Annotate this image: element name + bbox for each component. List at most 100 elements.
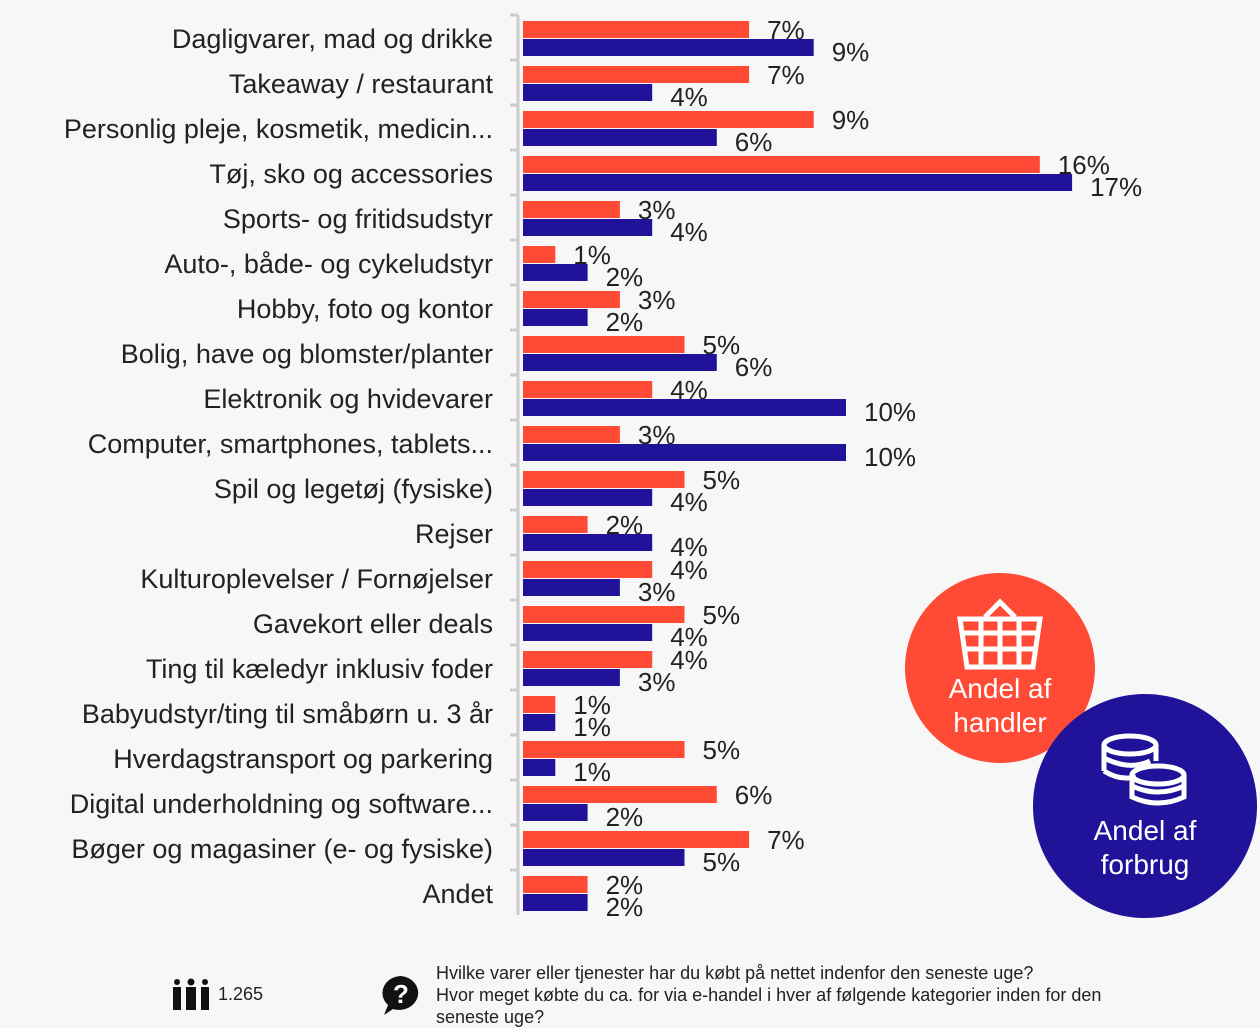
- bar-forbrug: [523, 759, 556, 776]
- category-label: Gavekort eller deals: [253, 609, 493, 639]
- bar-handler: [523, 381, 653, 398]
- category-label: Computer, smartphones, tablets...: [88, 429, 493, 459]
- value-label-forbrug: 4%: [670, 217, 708, 247]
- bar-handler: [523, 291, 620, 308]
- category-label: Hobby, foto og kontor: [237, 294, 493, 324]
- value-label-handler: 7%: [767, 60, 805, 90]
- value-label-forbrug: 3%: [638, 577, 676, 607]
- bar-forbrug: [523, 579, 620, 596]
- bar-handler: [523, 831, 750, 848]
- bar-forbrug: [523, 534, 653, 551]
- value-label-handler: 6%: [735, 780, 773, 810]
- svg-text:?: ?: [393, 979, 409, 1009]
- category-label: Elektronik og hvidevarer: [203, 384, 493, 414]
- value-label-handler: 3%: [638, 285, 676, 315]
- category-label: Hverdagstransport og parkering: [113, 744, 493, 774]
- value-label-forbrug: 10%: [864, 397, 916, 427]
- bar-handler: [523, 606, 685, 623]
- bar-handler: [523, 246, 556, 263]
- people-icon: [173, 978, 209, 1010]
- basket-icon: [957, 597, 1043, 669]
- bar-forbrug: [523, 174, 1073, 191]
- value-label-forbrug: 6%: [735, 352, 773, 382]
- bar-handler: [523, 66, 750, 83]
- bar-forbrug: [523, 219, 653, 236]
- bar-forbrug: [523, 489, 653, 506]
- bar-handler: [523, 876, 588, 893]
- bar-forbrug: [523, 84, 653, 101]
- category-label: Bolig, have og blomster/planter: [121, 339, 493, 369]
- category-label: Bøger og magasiner (e- og fysiske): [71, 834, 493, 864]
- category-label: Dagligvarer, mad og drikke: [172, 24, 493, 54]
- value-label-handler: 4%: [670, 645, 708, 675]
- bar-forbrug: [523, 894, 588, 911]
- value-label-forbrug: 2%: [606, 307, 644, 337]
- value-label-handler: 5%: [703, 600, 741, 630]
- value-label-forbrug: 2%: [606, 892, 644, 922]
- question-icon: ?: [380, 974, 422, 1021]
- value-label-forbrug: 6%: [735, 127, 773, 157]
- bar-forbrug: [523, 669, 620, 686]
- bar-handler: [523, 21, 750, 38]
- bar-handler: [523, 471, 685, 488]
- bar-handler: [523, 741, 685, 758]
- bar-forbrug: [523, 849, 685, 866]
- value-label-handler: 7%: [767, 825, 805, 855]
- category-label: Spil og legetøj (fysiske): [214, 474, 493, 504]
- value-label-forbrug: 3%: [638, 667, 676, 697]
- coins-icon: [1101, 733, 1187, 805]
- bar-forbrug: [523, 624, 653, 641]
- value-label-handler: 1%: [573, 690, 611, 720]
- value-label-forbrug: 4%: [670, 487, 708, 517]
- respondents-count: 1.265: [172, 978, 263, 1010]
- question-line: Hvor meget købte du ca. for via e-handel…: [436, 985, 1102, 1005]
- bar-forbrug: [523, 714, 556, 731]
- category-label: Rejser: [415, 519, 493, 549]
- category-label: Kulturoplevelser / Fornøjelser: [140, 564, 493, 594]
- bar-forbrug: [523, 264, 588, 281]
- value-label-handler: 4%: [670, 555, 708, 585]
- bar-forbrug: [523, 129, 717, 146]
- bar-forbrug: [523, 444, 846, 461]
- bar-handler: [523, 561, 653, 578]
- bar-handler: [523, 201, 620, 218]
- category-label: Tøj, sko og accessories: [209, 159, 493, 189]
- question-text: Hvilke varer eller tjenester har du købt…: [436, 962, 1101, 1028]
- bar-handler: [523, 156, 1040, 173]
- bar-forbrug: [523, 39, 814, 56]
- value-label-forbrug: 4%: [670, 622, 708, 652]
- value-label-forbrug: 10%: [864, 442, 916, 472]
- question-line: seneste uge?: [436, 1007, 545, 1027]
- value-label-handler: 5%: [703, 465, 741, 495]
- value-label-handler: 2%: [606, 870, 644, 900]
- bar-handler: [523, 111, 814, 128]
- category-label: Babyudstyr/ting til småbørn u. 3 år: [82, 699, 493, 729]
- bar-forbrug: [523, 354, 717, 371]
- value-label-forbrug: 2%: [606, 262, 644, 292]
- bar-forbrug: [523, 804, 588, 821]
- value-label-forbrug: 2%: [606, 802, 644, 832]
- value-label-forbrug: 4%: [670, 532, 708, 562]
- category-label: Andet: [422, 879, 493, 909]
- category-label: Auto-, både- og cykeludstyr: [164, 249, 493, 279]
- legend-label-handler: Andel af handler: [948, 672, 1052, 738]
- bar-forbrug: [523, 309, 588, 326]
- bar-handler: [523, 516, 588, 533]
- question-line: Hvilke varer eller tjenester har du købt…: [436, 963, 1034, 983]
- value-label-handler: 9%: [832, 105, 870, 135]
- bar-handler: [523, 786, 717, 803]
- legend-andel-af-handler: Andel af handler: [905, 573, 1095, 763]
- bar-forbrug: [523, 399, 846, 416]
- legend-andel-af-forbrug: Andel af forbrug: [1033, 694, 1257, 918]
- bar-handler: [523, 651, 653, 668]
- value-label-forbrug: 1%: [573, 757, 611, 787]
- value-label-forbrug: 17%: [1090, 172, 1142, 202]
- category-label: Digital underholdning og software...: [70, 789, 493, 819]
- bar-handler: [523, 696, 556, 713]
- bar-handler: [523, 426, 620, 443]
- bar-handler: [523, 336, 685, 353]
- legend-label-forbrug: Andel af forbrug: [1093, 814, 1197, 880]
- bar-chart: Dagligvarer, mad og drikke 7% 9% Takeaway /…: [64, 13, 1142, 922]
- value-label-forbrug: 5%: [703, 847, 741, 877]
- category-label: Takeaway / restaurant: [229, 69, 494, 99]
